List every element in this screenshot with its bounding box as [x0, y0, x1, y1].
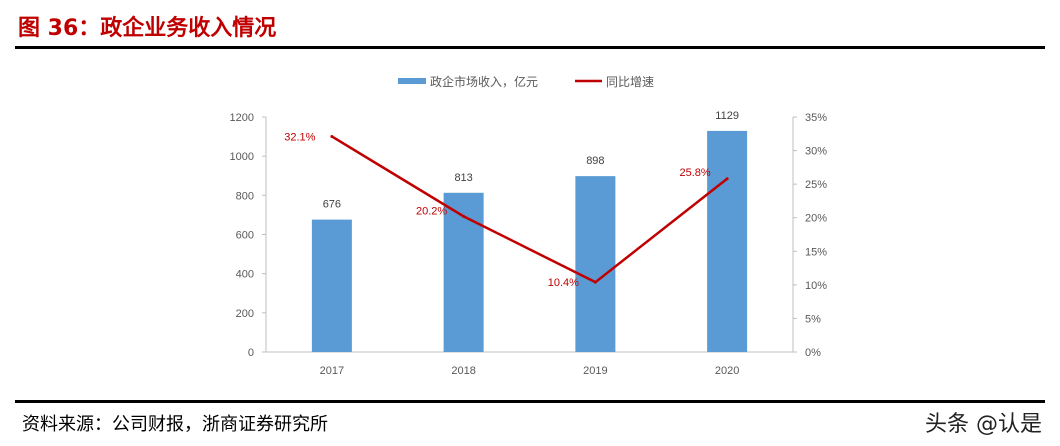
bar-label: 898: [586, 155, 604, 167]
bar-2020: [707, 130, 748, 352]
right-tick-label: 0%: [805, 347, 821, 359]
growth-label: 10.4%: [548, 277, 579, 289]
right-tick-label: 35%: [805, 112, 827, 124]
x-tick-label: 2018: [451, 365, 475, 377]
bar-2017: [311, 219, 352, 352]
growth-point: [330, 134, 334, 138]
x-tick-label: 2020: [715, 365, 739, 377]
bar-2018: [443, 192, 484, 352]
right-tick-label: 15%: [805, 246, 827, 258]
growth-point: [593, 280, 597, 284]
chart: 0 200 400 600 800 1000 1200 0% 5% 10% 15% 20% 25% 30%…: [230, 74, 828, 377]
growth-line: [331, 135, 728, 284]
right-tick-label: 30%: [805, 146, 827, 158]
legend-line-label: 同比增速: [606, 75, 654, 89]
right-tick-label: 25%: [805, 179, 827, 191]
left-tick-label: 600: [236, 230, 254, 242]
left-tick-label: 1200: [230, 112, 254, 124]
growth-point: [462, 214, 466, 218]
left-tick-label: 200: [236, 308, 254, 320]
growth-point: [725, 177, 729, 181]
title-rule: [15, 46, 1045, 49]
right-tick-label: 10%: [805, 280, 827, 292]
bar-label: 813: [454, 172, 472, 184]
left-tick-label: 1000: [230, 151, 254, 163]
legend-bar-label: 政企市场收入，亿元: [430, 74, 538, 89]
bar-label: 676: [323, 199, 341, 211]
left-tick-label: 400: [236, 269, 254, 281]
x-tick-label: 2017: [320, 365, 344, 377]
watermark: 头条 @认是: [925, 412, 1042, 437]
right-tick-label: 5%: [805, 313, 821, 325]
bar-2019: [575, 176, 616, 352]
figure-title: 图 36：政企业务收入情况: [18, 16, 277, 41]
growth-label: 20.2%: [416, 205, 447, 217]
left-tick-label: 800: [236, 190, 254, 202]
x-tick-label: 2019: [583, 365, 607, 377]
footer-rule: [15, 400, 1045, 403]
growth-label: 32.1%: [284, 131, 315, 143]
legend-bar-swatch: [398, 78, 426, 84]
bar-label: 1129: [715, 110, 739, 122]
growth-label: 25.8%: [680, 167, 711, 179]
source-note: 资料来源：公司财报，浙商证券研究所: [22, 414, 328, 435]
left-tick-label: 0: [248, 347, 254, 359]
right-tick-label: 20%: [805, 213, 827, 225]
